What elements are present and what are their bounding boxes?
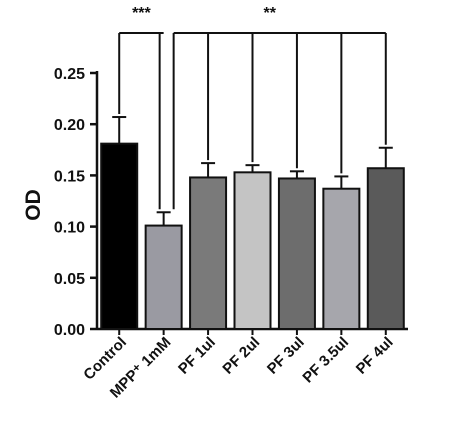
y-tick-label: 0.05 (54, 271, 85, 288)
bar (100, 142, 139, 330)
x-tick-label: PF 2ul (219, 334, 263, 378)
x-tick-label: PF 3ul (264, 334, 308, 378)
y-axis-label: OD (22, 189, 45, 221)
x-tick-label: PF 4ul (353, 334, 397, 378)
bar (233, 171, 272, 330)
y-tick-label: 0.15 (54, 168, 85, 185)
x-tick-label: PF 3.5ul (299, 334, 352, 387)
y-tick-label: 0.25 (54, 66, 85, 83)
x-tick-label: PF 1ul (175, 334, 219, 378)
bar (322, 187, 361, 330)
bar (366, 167, 405, 330)
y-tick-label: 0.20 (54, 117, 85, 134)
significance-label: *** (132, 5, 151, 22)
y-tick-label: 0.10 (54, 220, 85, 237)
significance-label: ** (263, 5, 276, 22)
y-tick-label: 0.00 (54, 322, 85, 339)
error-bars (112, 116, 393, 226)
bar (189, 176, 228, 330)
significance-brackets: *** ** (118, 5, 387, 210)
bar (277, 177, 316, 330)
bar (144, 224, 183, 331)
bars (100, 142, 405, 331)
